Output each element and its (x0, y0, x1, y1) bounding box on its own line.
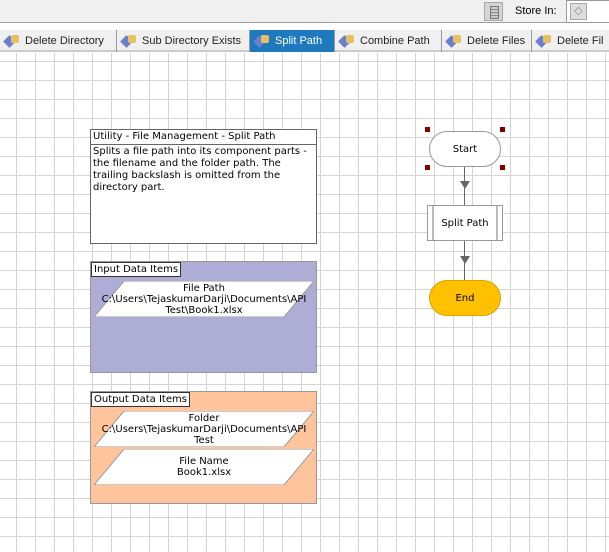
end-stage[interactable]: End (429, 280, 501, 316)
start-stage[interactable]: Start (429, 131, 501, 167)
page-icon (5, 35, 20, 47)
output-label: Output Data Items (91, 392, 190, 407)
description-title: Utility - File Management - Split Path (91, 130, 316, 145)
data-item-folder[interactable]: Folder C:\Users\TejaskumarDarji\Document… (94, 411, 314, 447)
page-icon (340, 35, 355, 47)
page-icon (447, 35, 462, 47)
description-body: Splits a file path into its component pa… (93, 146, 307, 193)
tab-delete-directory[interactable]: Delete Directory (0, 30, 117, 52)
arrow-icon (460, 181, 470, 189)
selection-handle[interactable] (425, 165, 430, 170)
selection-handle[interactable] (500, 127, 505, 132)
tab-delete-files[interactable]: Delete Files (442, 30, 532, 52)
page-icon (537, 35, 552, 47)
arrow-icon (460, 256, 470, 264)
data-item-file-name[interactable]: File Name Book1.xlsx (94, 449, 314, 485)
selection-handle[interactable] (425, 127, 430, 132)
input-label: Input Data Items (91, 262, 182, 277)
input-data-items[interactable]: Input Data Items File Path C:\Users\Teja… (90, 261, 317, 373)
store-in-label: Store In: (515, 5, 557, 17)
toolbar: Store In: ◇ (0, 0, 609, 23)
tab-delete-files-2[interactable]: Delete Fil (532, 30, 609, 52)
data-item-file-path[interactable]: File Path C:\Users\TejaskumarDarji\Docum… (94, 281, 314, 317)
tab-split-path[interactable]: Split Path (250, 30, 335, 52)
eraser-icon: ◇ (570, 3, 587, 20)
tab-combine-path[interactable]: Combine Path (335, 30, 442, 52)
selection-handle[interactable] (500, 165, 505, 170)
page-icon (122, 35, 137, 47)
output-data-items[interactable]: Output Data Items Folder C:\Users\Tejask… (90, 391, 317, 504)
calculator-icon[interactable] (484, 2, 503, 21)
page-icon (255, 35, 270, 47)
split-path-action-stage[interactable]: Split Path (427, 205, 503, 241)
store-in-dropdown[interactable]: ◇ (566, 0, 609, 23)
description-box[interactable]: Utility - File Management - Split Path S… (90, 129, 317, 244)
tab-sub-directory-exists[interactable]: Sub Directory Exists (117, 30, 250, 52)
page-tabs: Delete Directory Sub Directory Exists Sp… (0, 30, 609, 52)
